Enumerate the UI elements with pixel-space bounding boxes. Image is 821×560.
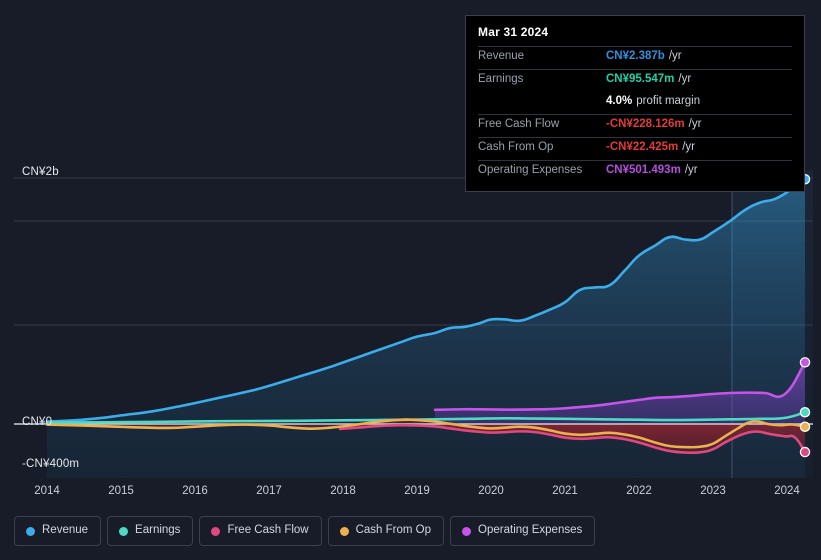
x-axis-label: 2023 — [700, 485, 726, 497]
x-axis-label: 2024 — [774, 485, 800, 497]
legend-color-dot-icon — [119, 526, 129, 536]
legend-color-dot-icon — [462, 526, 472, 536]
x-axis-label: 2020 — [478, 485, 504, 497]
x-axis-label: 2018 — [330, 485, 356, 497]
chart-legend: Revenue Earnings Free Cash Flow Cash From O… — [14, 516, 596, 546]
tooltip-row-label: Operating Expenses — [478, 164, 583, 176]
chart-tooltip: Mar 31 2024 Revenue CN¥2.387b/yr Earnings C… — [465, 15, 805, 192]
series-line-revenue — [45, 177, 807, 423]
endpoint-earnings — [799, 407, 811, 418]
x-axis-label: 2022 — [626, 485, 652, 497]
tooltip-row-label: Free Cash Flow — [478, 118, 560, 130]
legend-item-revenue[interactable]: Revenue — [14, 516, 102, 546]
tooltip-row: Cash From Op -CN¥22.425m/yr — [478, 137, 792, 160]
x-axis-label: 2017 — [256, 485, 282, 497]
x-axis-label: 2021 — [552, 485, 578, 497]
tooltip-row-value: -CN¥228.126m — [606, 118, 685, 130]
series-line-layer — [45, 177, 807, 455]
series-line-earnings — [45, 410, 807, 424]
legend-color-dot-icon — [339, 526, 349, 536]
tooltip-row-value: CN¥2.387b — [606, 50, 665, 62]
endpoint-free-cash-flow — [799, 446, 811, 458]
tooltip-row-value: -CN¥22.425m — [606, 141, 679, 153]
legend-item-label: Revenue — [42, 524, 89, 537]
series-line-cash-from-op — [45, 418, 807, 449]
tooltip-row-label: Revenue — [478, 50, 525, 62]
tooltip-row-label: Cash From Op — [478, 141, 554, 153]
y-axis-label: CN¥2b — [22, 166, 59, 178]
legend-item-free-cash-flow[interactable]: Free Cash Flow — [199, 516, 322, 546]
tooltip-row-unit: /yr — [678, 73, 692, 85]
legend-item-label: Free Cash Flow — [227, 524, 309, 537]
series-line-free-cash-flow — [338, 423, 807, 455]
legend-color-dot-icon — [26, 526, 35, 536]
x-axis-label: 2015 — [108, 485, 134, 497]
tooltip-row: Earnings CN¥95.547m/yr — [478, 69, 792, 92]
operating-expenses-area — [435, 362, 805, 424]
series-line-operating-expenses — [433, 361, 807, 412]
tooltip-row-value: CN¥95.547m — [606, 73, 675, 85]
tooltip-row-unit: /yr — [688, 118, 702, 130]
cash-from-op-area — [47, 419, 805, 448]
tooltip-row-label: Earnings — [478, 73, 524, 85]
tooltip-date: Mar 31 2024 — [478, 25, 549, 39]
legend-item-label: Operating Expenses — [478, 524, 583, 537]
tooltip-row-unit: /yr — [684, 164, 698, 176]
tooltip-row-unit: /yr — [668, 50, 682, 62]
tooltip-row-unit: /yr — [682, 141, 696, 153]
legend-item-label: Cash From Op — [355, 524, 432, 537]
legend-color-dot-icon — [211, 526, 221, 536]
endpoint-operating-expenses — [799, 357, 811, 368]
legend-item-cash-from-op[interactable]: Cash From Op — [327, 516, 445, 546]
tooltip-row: 4.0% profit margin — [478, 92, 792, 114]
x-axis-label: 2019 — [404, 485, 430, 497]
tooltip-row-value: CN¥501.493m — [606, 164, 681, 176]
tooltip-row: Free Cash Flow -CN¥228.126m/yr — [478, 114, 792, 137]
tooltip-rows: Revenue CN¥2.387b/yr Earnings CN¥95.547m/yr… — [478, 46, 792, 183]
endpoint-cash-from-op — [799, 421, 811, 433]
legend-item-earnings[interactable]: Earnings — [107, 516, 194, 546]
tooltip-row-unit: profit margin — [636, 95, 701, 107]
y-axis-label: -CN¥400m — [22, 458, 80, 470]
x-axis-label: 2014 — [34, 485, 60, 497]
tooltip-row: Revenue CN¥2.387b/yr — [478, 46, 792, 69]
legend-item-operating-expenses[interactable]: Operating Expenses — [450, 516, 596, 546]
series-area-layer — [47, 179, 805, 479]
tooltip-row: Operating Expenses CN¥501.493m/yr — [478, 160, 792, 183]
y-axis-label: CN¥0 — [22, 416, 53, 428]
tooltip-row-value: 4.0% — [606, 95, 633, 107]
x-axis-label: 2016 — [182, 485, 208, 497]
legend-item-label: Earnings — [135, 524, 181, 537]
